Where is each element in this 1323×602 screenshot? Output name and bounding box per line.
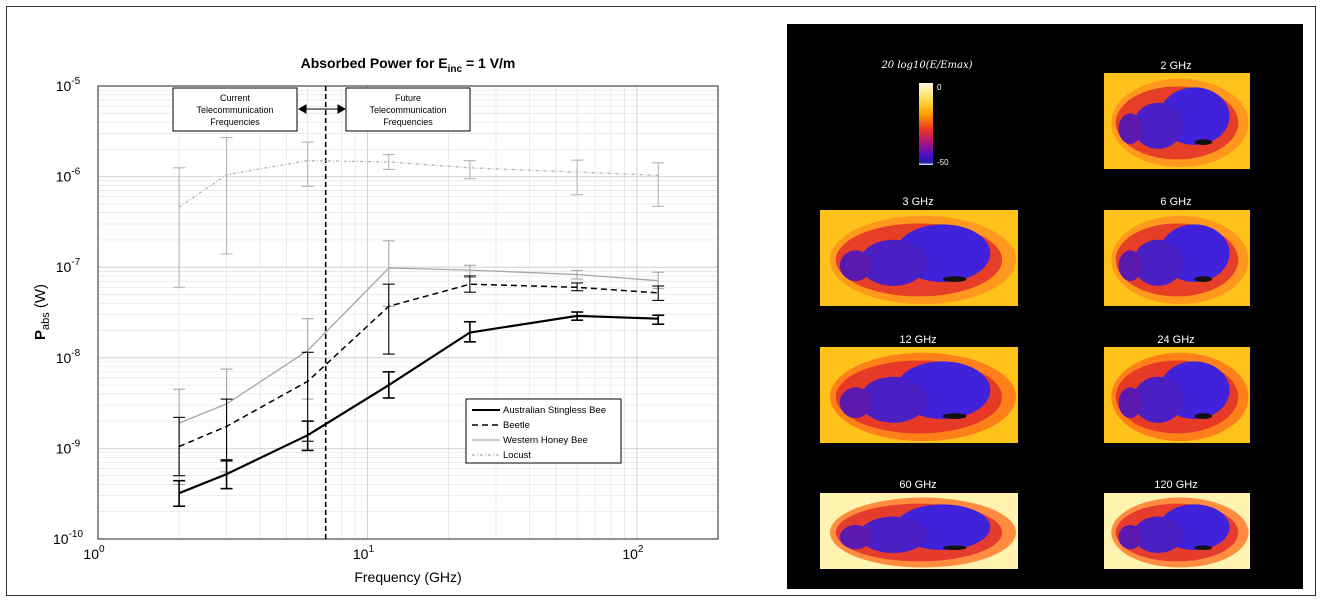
legend: Australian Stingless Bee Beetle Western …	[465, 398, 622, 464]
legend-label-locust: Locust	[503, 450, 531, 461]
series-line	[178, 159, 659, 208]
insect-field-map	[1111, 215, 1249, 305]
double-arrow	[297, 104, 347, 114]
field-map-panel	[1104, 73, 1250, 169]
plot-area	[97, 85, 719, 540]
y-tick-label: 10-10	[53, 529, 83, 547]
y-tick-label: 10-6	[56, 167, 81, 185]
figure-frame	[6, 6, 1316, 596]
y-tick-exponent: -6	[71, 167, 80, 178]
annotation-current-line3: Frequencies	[210, 117, 260, 127]
colorbar-title: 20 log10(E/Emax)	[881, 60, 973, 71]
annotation-future-line3: Frequencies	[383, 117, 433, 127]
chart-title-sub: inc	[448, 64, 463, 75]
x-tick-label: 100	[83, 544, 105, 562]
y-tick-label: 10-9	[56, 438, 81, 456]
insect-field-map	[1111, 497, 1249, 568]
y-tick-exponent: -9	[71, 438, 80, 449]
annotation-future-line2: Telecommunication	[369, 105, 446, 115]
field-map-panel	[820, 493, 1018, 569]
chart-title: Absorbed Power for Einc = 1 V/m	[301, 55, 516, 75]
frequency-label: 3 GHz	[902, 196, 934, 208]
legend-label-honeybee: Western Honey Bee	[503, 435, 588, 446]
y-tick-exponent: -7	[71, 257, 80, 268]
annotation-future: Future Telecommunication Frequencies	[345, 87, 471, 132]
insect-field-map	[829, 497, 1017, 568]
annotation-current-line2: Telecommunication	[196, 105, 273, 115]
field-map-panel	[1104, 347, 1250, 443]
insect-field-map	[1111, 78, 1249, 168]
field-map-panel	[1104, 493, 1250, 569]
insect-field-map	[829, 215, 1017, 305]
y-tick-label: 10-8	[56, 348, 81, 366]
field-map-panel	[1104, 210, 1250, 306]
y-axis-label-tail: (W)	[32, 284, 49, 312]
colorbar-max-label: 0	[937, 83, 942, 92]
x-tick-exponent: 0	[99, 544, 105, 555]
y-tick-exponent: -10	[69, 529, 84, 540]
frequency-label: 24 GHz	[1157, 334, 1195, 346]
frequency-label: 60 GHz	[899, 479, 937, 491]
legend-label-beetle: Beetle	[503, 420, 530, 431]
annotation-future-line1: Future	[395, 93, 421, 103]
annotation-current-line1: Current	[220, 93, 251, 103]
y-tick-exponent: -8	[71, 348, 80, 359]
chart-title-tail: = 1 V/m	[462, 55, 515, 71]
frequency-label: 6 GHz	[1160, 196, 1192, 208]
frequency-label: 2 GHz	[1160, 60, 1192, 72]
colorbar	[919, 83, 933, 165]
y-tick-exponent: -5	[71, 76, 80, 87]
x-tick-label: 101	[353, 544, 375, 562]
x-tick-exponent: 1	[368, 544, 374, 555]
field-map-panel	[820, 210, 1018, 306]
frequency-label: 120 GHz	[1154, 479, 1198, 491]
x-axis-label: Frequency (GHz)	[354, 569, 461, 585]
colorbar-min-label: -50	[937, 158, 949, 167]
x-tick-label: 102	[622, 544, 644, 562]
legend-label-stingless: Australian Stingless Bee	[503, 405, 606, 416]
y-tick-label: 10-7	[56, 257, 81, 275]
field-map-panel	[820, 347, 1018, 443]
annotation-current: Current Telecommunication Frequencies	[172, 87, 298, 132]
y-axis-label: Pabs (W)	[32, 284, 52, 340]
frequency-label: 12 GHz	[899, 334, 937, 346]
insect-field-map	[829, 352, 1017, 442]
x-tick-exponent: 2	[638, 544, 644, 555]
y-tick-label: 10-5	[56, 76, 81, 94]
y-axis-label-sub: abs	[40, 312, 52, 330]
insect-field-map	[1111, 352, 1249, 442]
